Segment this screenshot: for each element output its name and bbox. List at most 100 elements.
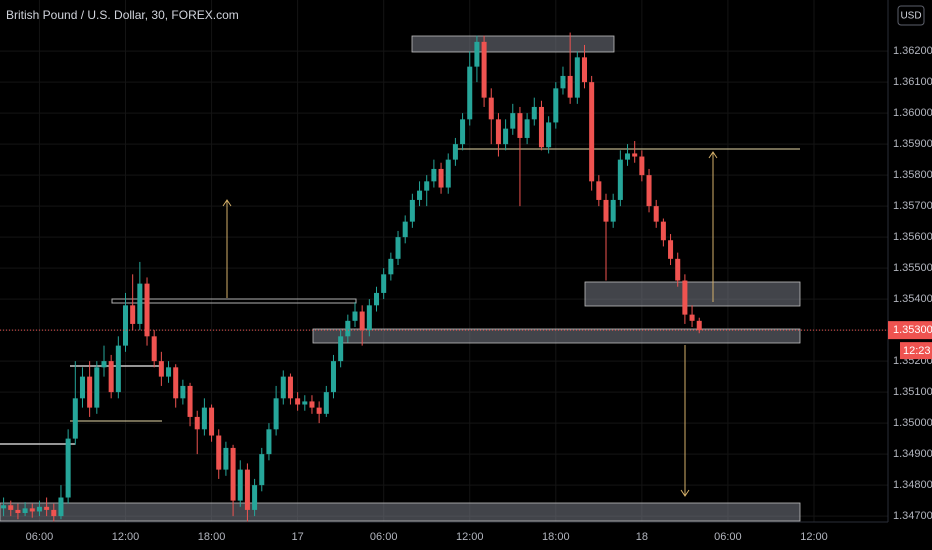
candle-body <box>675 258 681 281</box>
y-tick-label: 1.36200 <box>893 45 932 57</box>
y-tick-label: 1.35400 <box>893 293 932 305</box>
countdown-box <box>900 342 932 360</box>
candle-body <box>194 416 200 430</box>
candle-body <box>338 336 344 362</box>
candle-body <box>144 283 150 337</box>
candle-body <box>467 66 473 120</box>
y-tick-label: 1.35900 <box>893 138 932 150</box>
price-label: 1.35300 <box>893 324 932 336</box>
x-tick-label: 18:00 <box>542 531 570 543</box>
candle-body <box>137 283 143 324</box>
candle-body <box>452 144 458 160</box>
x-tick-label: 06:00 <box>26 531 54 543</box>
currency-label[interactable]: USD <box>900 11 921 22</box>
candle-body <box>409 199 415 222</box>
currency-button[interactable] <box>897 5 925 26</box>
candle-body <box>567 75 573 98</box>
candle-body <box>223 447 229 470</box>
candle-body <box>29 508 35 512</box>
candle-body <box>72 398 78 439</box>
y-tick-label: 1.35800 <box>893 169 932 181</box>
candle-body <box>8 505 14 510</box>
zone <box>312 328 801 344</box>
candle-body <box>44 506 50 510</box>
candle-body <box>574 57 580 98</box>
candle-body <box>689 314 695 321</box>
x-tick-label: 12:00 <box>800 531 828 543</box>
candle-body <box>158 361 164 377</box>
candle-body <box>79 376 85 399</box>
candle-body <box>287 376 293 399</box>
x-tick-label: 06:00 <box>370 531 398 543</box>
drawings <box>0 35 801 522</box>
candle-body <box>209 407 215 436</box>
y-tick-label: 1.34800 <box>893 479 932 491</box>
candle-body <box>330 361 336 393</box>
candle-body <box>65 438 71 498</box>
candle-body <box>546 122 552 148</box>
candle-body <box>524 119 530 138</box>
candle-body <box>352 311 358 321</box>
candle-body <box>474 41 480 67</box>
candle-body <box>402 221 408 238</box>
countdown-label: 12:23 <box>903 345 931 357</box>
candle-body <box>481 41 487 98</box>
x-tick-label: 06:00 <box>714 531 742 543</box>
y-tick-label: 1.34700 <box>893 510 932 522</box>
candle-body <box>173 367 179 399</box>
candle-body <box>366 305 372 331</box>
candle-body <box>323 392 329 414</box>
candle-body <box>596 181 602 200</box>
x-tick-label: 12:00 <box>456 531 484 543</box>
candle-body <box>115 345 121 393</box>
candle-body <box>682 280 688 315</box>
y-tick-label: 1.35000 <box>893 417 932 429</box>
candle-body <box>280 376 286 399</box>
candle-body <box>295 398 301 405</box>
x-tick-label: 17 <box>291 531 303 543</box>
x-tick-label: 12:00 <box>112 531 140 543</box>
candle-body <box>531 106 537 120</box>
candle-body <box>58 497 64 517</box>
candle-body <box>581 57 587 83</box>
candle-body <box>130 305 136 324</box>
zone <box>411 35 615 53</box>
candle-body <box>517 113 523 138</box>
candle-body <box>15 509 21 514</box>
candle-body <box>180 385 186 399</box>
candle-body <box>668 240 674 259</box>
candle-body <box>495 119 501 145</box>
candle-body <box>166 367 172 377</box>
candle-body <box>252 485 258 510</box>
candle-body <box>639 156 645 176</box>
candle-body <box>151 336 157 362</box>
candle-body <box>617 159 623 200</box>
arrow-down <box>680 345 690 497</box>
candle-body <box>438 168 444 188</box>
candle-body <box>122 305 129 346</box>
candle-body <box>431 168 437 182</box>
candle-body <box>94 367 100 408</box>
candle-body <box>201 407 207 430</box>
candle-body <box>51 509 57 517</box>
candle-body <box>488 97 494 120</box>
candle-body <box>374 292 380 306</box>
candle-body <box>460 119 466 145</box>
candle-body <box>388 258 394 275</box>
arrows <box>222 151 718 497</box>
candle-body <box>101 361 107 368</box>
candle-body <box>244 469 250 510</box>
candle-body <box>381 274 387 293</box>
y-tick-label: 1.35100 <box>893 386 932 398</box>
y-tick-label: 1.35700 <box>893 200 932 212</box>
candle-body <box>653 206 659 222</box>
candle-body <box>302 401 308 405</box>
candle-body <box>632 153 638 157</box>
x-tick-label: 18:00 <box>198 531 226 543</box>
candle-body <box>603 199 609 222</box>
candle-body <box>309 401 315 408</box>
candle-body <box>1 505 7 509</box>
price-label-box <box>888 321 932 340</box>
